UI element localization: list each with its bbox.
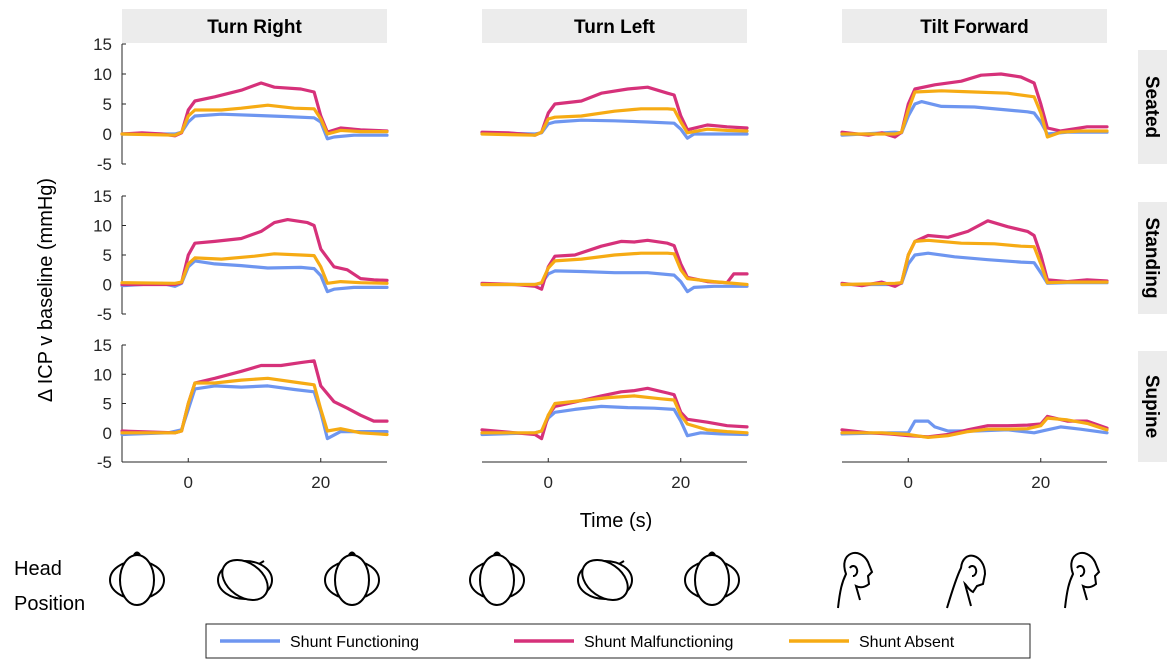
row-header-seated: Seated <box>1141 76 1162 138</box>
y-tick-label: 5 <box>103 95 112 114</box>
y-tick-label: -5 <box>97 453 112 472</box>
series-line-shunt-malfunctioning <box>840 72 1109 139</box>
column-header-bg-turn-right <box>122 9 387 43</box>
series-line-shunt-malfunctioning <box>120 81 389 138</box>
column-header-turn-right: Turn Right <box>207 17 302 38</box>
panel-tilt-forward-seated <box>840 72 1109 139</box>
series-line-shunt-malfunctioning <box>480 386 749 441</box>
y-tick-label: 5 <box>103 246 112 265</box>
row-header-supine: Supine <box>1141 375 1162 438</box>
x-tick-label: 20 <box>671 473 690 492</box>
y-tick-label: -5 <box>97 155 112 174</box>
head-position-label-line2: Position <box>14 593 85 615</box>
head-profile-upright-icon <box>837 552 874 609</box>
x-tick-label: 0 <box>544 473 553 492</box>
head-profile-tilted-icon <box>946 554 987 609</box>
y-tick-label: 0 <box>103 276 112 295</box>
x-axis-label: Time (s) <box>580 510 653 532</box>
column-header-turn-left: Turn Left <box>574 17 656 38</box>
column-header-bg-turn-left <box>482 9 747 43</box>
column-headers: Turn Right Turn Left Tilt Forward <box>122 9 1107 43</box>
panels: 15 10 5 0 -5 15 10 5 0 -5 15 10 5 0 -5 0 20 0 20 0 20 <box>93 35 1109 492</box>
row-header-bg-supine <box>1138 351 1167 462</box>
y-tick-label: 5 <box>103 395 112 414</box>
head-icons <box>109 551 1101 609</box>
head-profile-upright-icon <box>1064 552 1101 609</box>
panel-turn-left-seated <box>480 85 749 140</box>
series-line-shunt-functioning <box>120 259 389 294</box>
panel-turn-right-seated: 15 10 5 0 -5 <box>93 35 389 174</box>
series-line-shunt-malfunctioning <box>840 219 1109 288</box>
y-tick-label: -5 <box>97 305 112 324</box>
series-line-shunt-absent <box>480 251 749 287</box>
x-tick-label: 20 <box>1031 473 1050 492</box>
y-tick-label: 15 <box>93 187 112 206</box>
x-tick-label: 0 <box>904 473 913 492</box>
column-header-tilt-forward: Tilt Forward <box>920 17 1028 38</box>
y-tick-label: 10 <box>93 217 112 236</box>
panel-turn-left-supine: 0 20 <box>480 386 749 492</box>
panel-tilt-forward-supine: 0 20 <box>840 414 1109 492</box>
series-line-shunt-absent <box>120 103 389 137</box>
series-line-shunt-absent <box>480 107 749 137</box>
legend-label-shunt-functioning: Shunt Functioning <box>290 634 419 651</box>
y-tick-label: 0 <box>103 125 112 144</box>
row-headers: Seated Standing Supine <box>1138 50 1167 462</box>
x-tick-label: 0 <box>184 473 193 492</box>
head-top-view-icon <box>469 551 525 606</box>
panel-turn-right-supine: 15 10 5 0 -5 0 20 <box>93 336 389 492</box>
head-top-turned-icon <box>577 559 633 601</box>
column-header-bg-tilt-forward <box>842 9 1107 43</box>
head-top-view-icon <box>109 551 165 606</box>
legend-label-shunt-absent: Shunt Absent <box>859 634 955 651</box>
panel-turn-right-standing: 15 10 5 0 -5 <box>93 187 389 324</box>
legend-box <box>205 623 1031 659</box>
series-line-shunt-malfunctioning <box>120 359 389 435</box>
y-tick-label: 15 <box>93 336 112 355</box>
series-line-shunt-absent <box>840 238 1109 287</box>
row-header-standing: Standing <box>1141 217 1162 298</box>
series-line-shunt-absent <box>120 252 389 285</box>
series-line-shunt-absent <box>840 416 1109 439</box>
series-line-shunt-absent <box>840 89 1109 139</box>
head-top-turned-icon <box>217 559 273 601</box>
legend-label-shunt-malfunctioning: Shunt Malfunctioning <box>584 634 733 651</box>
y-axis-label: Δ ICP v baseline (mmHg) <box>35 178 57 402</box>
y-tick-label: 10 <box>93 365 112 384</box>
head-position: Head Position <box>14 558 85 615</box>
legend: Shunt Functioning Shunt Malfunctioning Shu… <box>205 623 1031 659</box>
y-tick-label: 0 <box>103 424 112 443</box>
panel-turn-left-standing <box>480 238 749 294</box>
x-tick-label: 20 <box>311 473 330 492</box>
head-top-view-icon <box>684 551 740 606</box>
series-line-shunt-absent <box>480 394 749 435</box>
series-line-shunt-malfunctioning <box>120 218 389 287</box>
head-position-label-line1: Head <box>14 558 62 580</box>
panel-tilt-forward-standing <box>840 219 1109 288</box>
head-top-view-icon <box>324 551 380 606</box>
y-tick-label: 10 <box>93 65 112 84</box>
row-header-bg-standing <box>1138 202 1167 314</box>
row-header-bg-seated <box>1138 50 1167 164</box>
series-line-shunt-absent <box>120 376 389 437</box>
y-tick-label: 15 <box>93 35 112 54</box>
series-line-shunt-functioning <box>840 251 1109 287</box>
